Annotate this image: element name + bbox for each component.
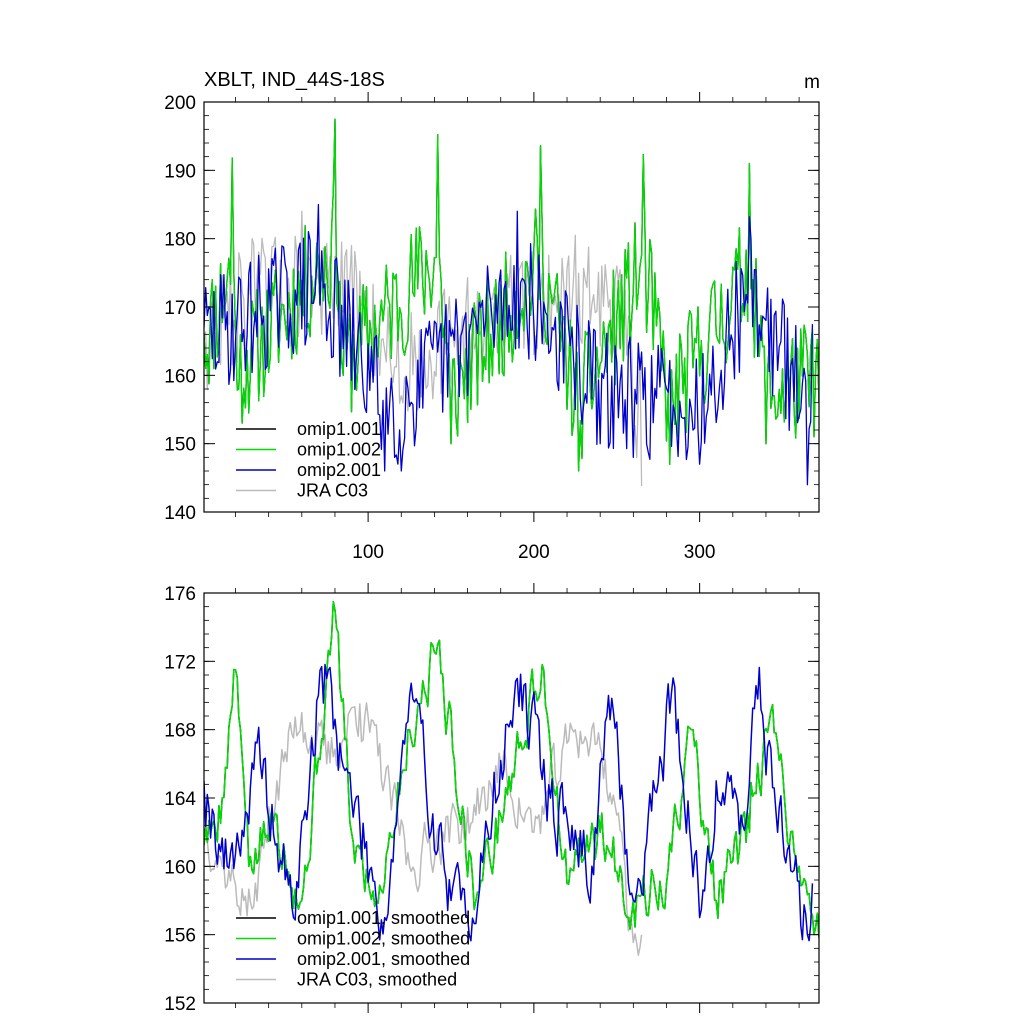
x-tick-label: 200 [518,542,550,563]
series-line-omip2-001 [204,203,814,486]
bottom-panel: 152 156 160 164 168 172 176 omip1.001, smoothe… [164,583,820,1015]
y-tick-label: 200 [164,93,196,114]
series-lines [204,601,819,956]
y-tick-label: 160 [164,857,196,878]
y-tick-label: 176 [164,584,196,605]
legend-label: omip1.002, smoothed [297,929,470,949]
y-tick-label: 168 [164,721,196,742]
x-tick-label: 100 [352,542,384,563]
y-tick-label: 140 [164,503,196,524]
series-line-omip2-001-smoothed [204,663,814,942]
y-tick-label: 160 [164,366,196,387]
series-line-omip1-002-smoothed [204,601,819,939]
y-tick-label: 150 [164,435,196,456]
series-line-jra-c03-smoothed [204,702,643,956]
legend-label: omip1.002 [297,440,381,460]
legend-label: omip2.001 [297,460,381,480]
axis-ticks: 140 150 160 170 180 190 200 100 200 300 [164,92,819,563]
legend-label: JRA C03, smoothed [297,970,457,990]
legend-label: JRA C03 [297,481,368,501]
chart-title: XBLT, IND_44S-18S [204,69,385,91]
y-tick-label: 152 [164,994,196,1015]
y-tick-label: 156 [164,926,196,947]
legend-label: omip1.001, smoothed [297,908,470,928]
top-panel: XBLT, IND_44S-18S m 140 150 160 170 180 190 20… [164,69,820,563]
units-label: m [804,72,820,93]
y-tick-label: 180 [164,230,196,251]
legend-label: omip2.001, smoothed [297,949,470,969]
y-tick-label: 190 [164,161,196,182]
axis-ticks: 152 156 160 164 168 172 176 [164,583,819,1015]
series-lines [204,118,819,487]
y-tick-label: 170 [164,298,196,319]
x-tick-label: 300 [684,542,716,563]
legend-label: omip1.001 [297,419,381,439]
y-tick-label: 172 [164,652,196,673]
y-tick-label: 164 [164,789,196,810]
